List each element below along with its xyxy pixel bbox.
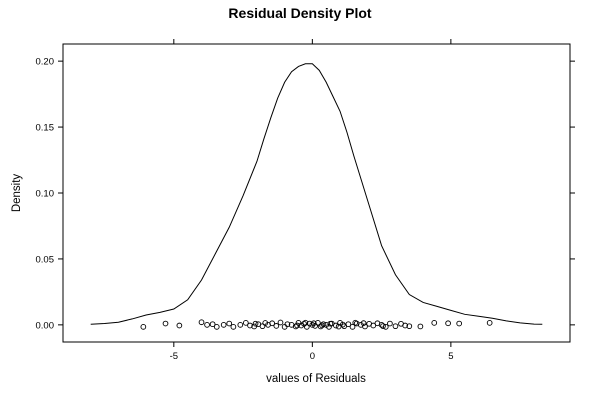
residual-point [382,323,389,330]
residual-point [237,322,244,328]
residual-point [269,320,276,327]
y-axis-label: Density [11,174,23,213]
y-tick-label: 0.15 [36,123,55,134]
residual-point [380,323,386,329]
residual-point [243,320,249,326]
residual-point [262,320,269,326]
residual-point [306,320,313,327]
residual-point [345,321,352,328]
x-tick-label: 5 [448,351,453,362]
residual-point [298,322,305,329]
residual-point [162,320,169,327]
residual-point [309,322,316,328]
residual-point [456,320,463,327]
residual-point [326,323,332,330]
chart-title: Residual Density Plot [228,5,371,21]
residual-point [220,322,227,328]
residual-point [230,323,237,330]
residual-point [319,322,325,329]
residual-point [247,322,253,329]
residual-point [352,319,359,326]
residual-point [273,323,280,329]
y-tick-label: 0.00 [36,320,55,331]
residual-point [315,320,321,326]
residual-point [259,323,266,330]
residual-point [226,320,233,327]
residual-point [277,319,284,326]
residual-point [204,322,210,328]
residual-point [176,322,183,329]
residual-point [281,323,288,330]
residual-point [320,321,327,328]
y-tick-label: 0.10 [36,189,55,200]
residual-point [406,323,413,330]
residual-point [140,323,147,330]
residual-point [349,323,356,330]
residual-point [252,320,259,327]
residual-point [387,320,393,327]
residual-point [294,322,300,329]
residual-point [417,323,424,330]
residual-point [362,323,368,330]
residual-point [335,323,342,330]
residual-point [431,320,438,326]
x-axis-label: values of Residuals [266,373,366,385]
density-curve [90,63,543,325]
residual-point [402,322,409,329]
y-tick-label: 0.05 [36,254,55,265]
residual-point [198,319,205,326]
x-tick-label: -5 [170,351,178,362]
x-tick-label: 0 [310,351,315,362]
residual-point [310,320,317,327]
axis-ticks: -5 0 5 0.00 0.05 0.10 0.15 0.20 [36,39,575,362]
residual-point [209,321,216,328]
residual-point [333,322,339,329]
residual-point [337,320,343,326]
residual-point [486,320,493,326]
residual-point [360,320,367,326]
residual-point [445,320,451,327]
residual-point [327,320,334,327]
density-curve-layer [90,63,543,325]
residual-point [292,323,299,330]
rug-points-layer [140,319,493,330]
residual-point [213,323,220,330]
residual-point [302,319,309,326]
y-tick-label: 0.20 [36,57,55,68]
residual-point [284,321,291,328]
residual-point [392,323,399,330]
plot-frame [62,43,571,343]
